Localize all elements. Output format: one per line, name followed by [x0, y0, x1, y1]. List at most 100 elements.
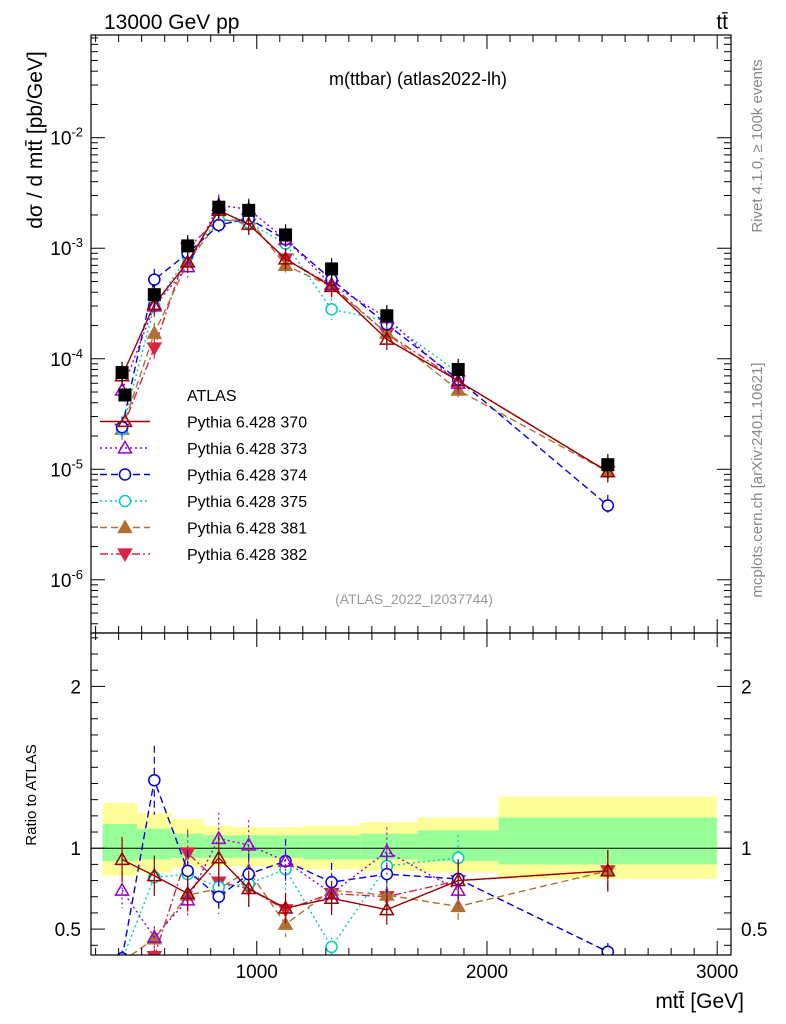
data-point: [115, 366, 129, 380]
green-band-segment: [233, 835, 266, 858]
data-point: [323, 278, 340, 293]
ratio-point: [121, 953, 123, 955]
process-label: tt̄: [716, 11, 728, 34]
data-point: [146, 325, 163, 339]
series-line: [121, 219, 459, 430]
ratio-line: [130, 869, 608, 955]
series-line: [121, 217, 609, 507]
data-point: [146, 342, 163, 357]
legend-entry-pythia-6-428-374: Pythia 6.428 374: [100, 468, 307, 485]
ratio-point: [450, 898, 466, 913]
main-y-tick-label: 10-2: [50, 125, 83, 150]
x-tick-label: 2000: [466, 962, 508, 983]
ratio-y-tick-label-right: 0.5: [741, 920, 767, 941]
ratio-series-pythia-6-428-370: [114, 835, 616, 925]
legend-marker: [118, 468, 132, 481]
legend-marker: [117, 519, 133, 534]
mcplots-reference-label: mcplots.cern.ch [arXiv:2401.10621]: [749, 362, 766, 597]
ratio-point: [277, 916, 294, 930]
beam-energy-label: 13000 GeV pp: [104, 11, 239, 34]
legend-label: ATLAS: [187, 388, 237, 405]
data-point: [450, 372, 466, 387]
data-point: [146, 296, 163, 311]
x-tick-label: 1000: [236, 962, 278, 983]
data-point: [181, 239, 195, 253]
legend-marker: [117, 548, 133, 563]
ratio-point: [146, 867, 163, 882]
ratio-uncertainty-bands: [102, 796, 718, 879]
data-point: [240, 216, 257, 230]
legend-entry-pythia-6-428-375: Pythia 6.428 375: [100, 494, 307, 511]
series-pythia-6-428-373: [114, 194, 466, 401]
ratio-point: [240, 836, 257, 851]
main-y-tick-label: 10-6: [50, 567, 83, 592]
legend-entry-pythia-6-428-370: Pythia 6.428 370: [100, 413, 307, 432]
legend-entry-atlas: ATLAS: [118, 388, 237, 405]
ratio-y-tick-label: 1: [70, 839, 81, 860]
data-point: [601, 499, 615, 512]
ratio-y-tick-label-right: 2: [741, 677, 752, 698]
analysis-id: (ATLAS_2022_I2037744): [335, 591, 493, 607]
main-panel-data: [114, 194, 616, 517]
ratio-line: [121, 777, 609, 955]
ratio-point: [146, 950, 163, 955]
ratio-point: [325, 940, 338, 954]
main-panel-frame: [90, 34, 732, 634]
series-line: [121, 217, 609, 473]
ratio-point: [379, 901, 395, 916]
data-point: [115, 420, 129, 434]
legend-entry-pythia-6-428-381: Pythia 6.428 381: [100, 519, 307, 538]
ratio-y-tick-label-right: 1: [741, 839, 752, 860]
legend-marker: [118, 388, 132, 402]
ratio-point: [114, 882, 130, 896]
main-y-axis-label: dσ / d mtt̄ [pb/GeV]: [24, 51, 47, 229]
legend: ATLAS Pythia 6.428 370 Pythia 6.428 373 Pyt…: [100, 388, 307, 564]
ratio-line: [121, 856, 608, 911]
main-y-tick-label: 10-3: [50, 235, 83, 260]
green-band-segment: [302, 835, 361, 860]
data-point: [325, 303, 338, 316]
legend-label: Pythia 6.428 382: [187, 547, 307, 564]
data-point: [325, 262, 339, 276]
ratio-point: [277, 900, 294, 914]
ratio-point: [179, 885, 196, 900]
legend-marker: [117, 413, 133, 428]
ratio-line: [121, 837, 459, 939]
ratio-point: [181, 864, 194, 878]
ratio-y-axis-label: Ratio to ATLAS: [23, 744, 40, 845]
ratio-point: [146, 929, 163, 943]
series-atlas: [115, 196, 615, 476]
data-point: [148, 273, 161, 286]
data-point: [279, 228, 293, 242]
data-point: [277, 250, 294, 265]
data-point: [212, 218, 226, 232]
data-point: [242, 203, 256, 217]
ratio-point: [212, 890, 226, 904]
legend-marker: [117, 439, 133, 454]
ratio-point: [210, 849, 227, 864]
ratio-point: [116, 957, 129, 968]
ratio-point: [601, 945, 615, 955]
data-point: [601, 458, 615, 472]
ratio-point: [450, 872, 466, 887]
ratio-point: [240, 880, 257, 895]
main-y-tick-label: 10-4: [50, 346, 83, 371]
plot-title: m(ttbar) (atlas2022-lh): [329, 69, 507, 89]
legend-marker: [118, 494, 132, 508]
data-point: [379, 331, 395, 345]
series-line: [121, 217, 609, 473]
legend-label: Pythia 6.428 370: [187, 415, 307, 432]
green-band-segment: [360, 833, 418, 860]
ratio-line: [154, 851, 608, 955]
data-point: [212, 200, 226, 214]
data-point: [451, 362, 465, 376]
legend-label: Pythia 6.428 374: [187, 468, 307, 485]
legend-entry-pythia-6-428-382: Pythia 6.428 382: [100, 547, 307, 564]
rivet-version-label: Rivet 4.1.0, ≥ 100k events: [749, 59, 766, 232]
series-line: [121, 209, 609, 473]
ratio-panel-data: [114, 745, 616, 968]
green-band-segment: [102, 823, 138, 862]
data-point: [179, 254, 196, 268]
ratio-point: [114, 851, 130, 866]
x-axis-label: mtt̄ [GeV]: [655, 990, 744, 1013]
